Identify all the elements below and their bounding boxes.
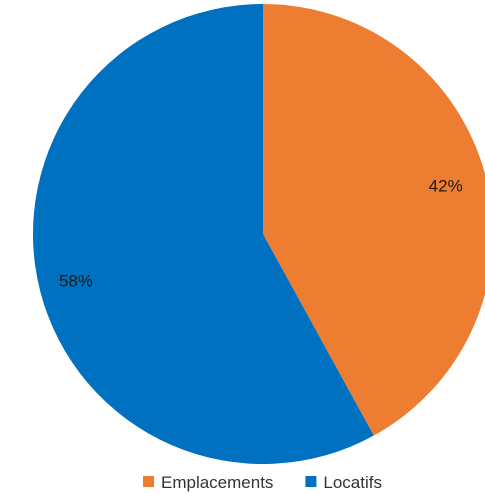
legend-item-locatifs: Locatifs — [305, 473, 382, 492]
legend-swatch-emplacements — [143, 476, 154, 487]
legend-label-emplacements: Emplacements — [161, 473, 273, 492]
pie-slices — [32, 4, 485, 465]
legend-item-emplacements: Emplacements — [143, 473, 273, 492]
legend-label-locatifs: Locatifs — [323, 473, 382, 492]
legend-swatch-locatifs — [305, 476, 317, 487]
legend: Emplacements Locatifs — [143, 473, 382, 492]
pie-slice-emplacements — [263, 4, 485, 436]
data-label-locatifs: 58% — [59, 271, 93, 290]
pie-slice-locatifs — [32, 4, 374, 465]
data-label-emplacements: 42% — [429, 177, 463, 196]
data-labels: 42% 58% — [59, 177, 463, 291]
